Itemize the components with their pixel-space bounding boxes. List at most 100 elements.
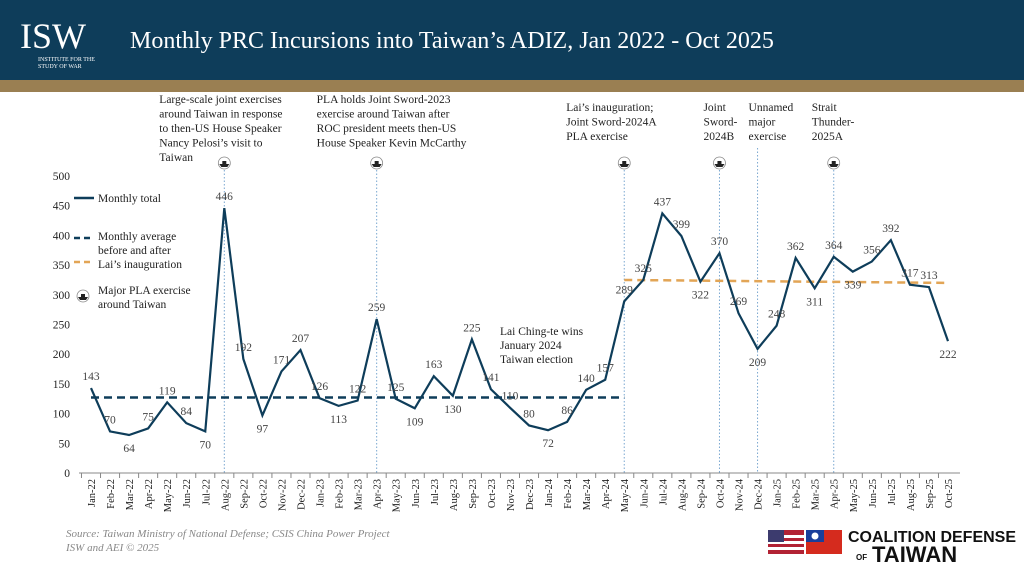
x-tick-label: Dec-22 bbox=[296, 479, 307, 510]
value-label: 64 bbox=[123, 443, 135, 455]
x-tick-label: Oct-25 bbox=[944, 479, 955, 508]
value-label: 119 bbox=[159, 385, 176, 397]
x-tick-label: Aug-24 bbox=[677, 478, 688, 511]
y-tick-label: 300 bbox=[53, 290, 71, 302]
x-tick-label: Dec-24 bbox=[754, 478, 765, 510]
value-label: 399 bbox=[673, 219, 691, 231]
y-tick-label: 450 bbox=[53, 201, 71, 213]
value-label: 209 bbox=[749, 357, 767, 369]
x-tick-label: Jul-22 bbox=[201, 479, 212, 505]
value-label: 80 bbox=[523, 408, 535, 420]
x-tick-label: May-22 bbox=[163, 479, 174, 512]
x-tick-label: Apr-25 bbox=[830, 479, 841, 509]
value-label: 248 bbox=[768, 309, 786, 321]
exercise-icon bbox=[370, 156, 384, 170]
annotation: Strait bbox=[812, 102, 838, 114]
x-tick-label: Feb-24 bbox=[563, 478, 574, 508]
value-label: 141 bbox=[482, 372, 500, 384]
partner: OF bbox=[856, 553, 867, 562]
annotation: Joint Sword-2024A bbox=[566, 117, 657, 129]
series-line bbox=[89, 207, 950, 437]
x-tick-label: Aug-22 bbox=[220, 479, 231, 511]
value-label: 130 bbox=[444, 404, 462, 416]
value-label: 317 bbox=[901, 268, 919, 280]
annotation: Taiwan bbox=[159, 152, 193, 164]
x-tick-label: May-24 bbox=[620, 478, 631, 512]
x-tick-label: Aug-23 bbox=[449, 479, 460, 511]
value-label: 356 bbox=[863, 245, 881, 257]
y-tick-label: 250 bbox=[53, 320, 71, 332]
y-tick-label: 0 bbox=[64, 468, 70, 480]
x-tick-label: Jan-24 bbox=[544, 478, 555, 507]
value-label: 109 bbox=[406, 416, 424, 428]
x-tick-label: Nov-22 bbox=[277, 479, 288, 511]
value-label: 157 bbox=[597, 363, 615, 375]
icon-ship bbox=[371, 161, 382, 167]
chart-title: Monthly PRC Incursions into Taiwan’s ADI… bbox=[130, 28, 774, 54]
x-tick-label: Apr-24 bbox=[601, 478, 612, 509]
value-label: 70 bbox=[104, 414, 116, 426]
x-tick-label: Nov-23 bbox=[506, 479, 517, 511]
annotation: ROC president meets then-US bbox=[317, 123, 457, 135]
annotation: Nancy Pelosi’s visit to bbox=[159, 138, 262, 150]
annotation: PLA holds Joint Sword-2023 bbox=[317, 94, 451, 106]
legend-label: Lai’s inauguration bbox=[98, 259, 182, 271]
logo: ISW bbox=[20, 16, 86, 56]
x-tick-label: Jun-24 bbox=[639, 478, 650, 507]
x-tick-label: Apr-23 bbox=[373, 479, 384, 509]
x-tick-label: Feb-22 bbox=[106, 479, 117, 509]
x-tick-label: Apr-22 bbox=[144, 479, 155, 509]
value-label: 289 bbox=[616, 284, 634, 296]
value-label: 125 bbox=[387, 382, 405, 394]
value-label: 126 bbox=[311, 381, 329, 393]
value-label: 259 bbox=[368, 302, 386, 314]
value-label: 192 bbox=[235, 342, 253, 354]
annotation: Large-scale joint exercises bbox=[159, 94, 282, 106]
y-tick-label: 50 bbox=[59, 438, 71, 450]
value-label: 171 bbox=[273, 354, 291, 366]
source: Source: Taiwan Ministry of National Defe… bbox=[66, 528, 391, 540]
value-label: 163 bbox=[425, 359, 443, 371]
x-tick-label: Feb-25 bbox=[792, 479, 803, 509]
x-tick-label: Jul-24 bbox=[658, 478, 669, 505]
value-label: 113 bbox=[330, 414, 347, 426]
value-label: 222 bbox=[939, 349, 957, 361]
logo-sub: STUDY OF WAR bbox=[38, 64, 82, 70]
icon-ship bbox=[828, 161, 839, 167]
x-tick-label: Jul-23 bbox=[430, 479, 441, 505]
value-label: 207 bbox=[292, 333, 310, 345]
annotation: exercise around Taiwan after bbox=[317, 109, 450, 121]
x-tick-label: May-23 bbox=[392, 479, 403, 512]
x-tick-label: Jun-22 bbox=[182, 479, 193, 508]
x-tick-label: Oct-24 bbox=[715, 478, 726, 508]
x-tick-label: Jan-25 bbox=[773, 479, 784, 507]
exercise-icon bbox=[713, 156, 726, 170]
annotation: Lai’s inauguration; bbox=[566, 102, 653, 114]
value-label: 322 bbox=[692, 290, 710, 302]
annotation: Taiwan election bbox=[500, 354, 573, 366]
value-label: 339 bbox=[844, 280, 862, 292]
exercise-icon bbox=[617, 156, 631, 170]
partner: TAIWAN bbox=[872, 542, 957, 567]
icon-ship bbox=[714, 161, 725, 167]
x-tick-label: Jun-23 bbox=[411, 479, 422, 508]
legend-label: around Taiwan bbox=[98, 299, 167, 311]
value-label: 86 bbox=[561, 405, 573, 417]
legend-label: Major PLA exercise bbox=[98, 285, 191, 297]
exercise-icon bbox=[217, 156, 231, 170]
icon-ship bbox=[219, 161, 230, 167]
icon-ship bbox=[619, 161, 630, 167]
value-label: 72 bbox=[542, 438, 554, 450]
annotation: around Taiwan in response bbox=[159, 109, 282, 121]
header-stripe bbox=[0, 80, 1024, 92]
value-label: 140 bbox=[578, 373, 596, 385]
flags bbox=[768, 530, 842, 554]
annotation: House Speaker Kevin McCarthy bbox=[317, 138, 467, 150]
annotation: 2024B bbox=[703, 131, 734, 143]
value-label: 446 bbox=[216, 191, 234, 203]
value-label: 311 bbox=[806, 296, 823, 308]
value-label: 70 bbox=[200, 439, 212, 451]
annotation: Thunder- bbox=[812, 117, 855, 129]
exercise-icon bbox=[827, 156, 841, 170]
